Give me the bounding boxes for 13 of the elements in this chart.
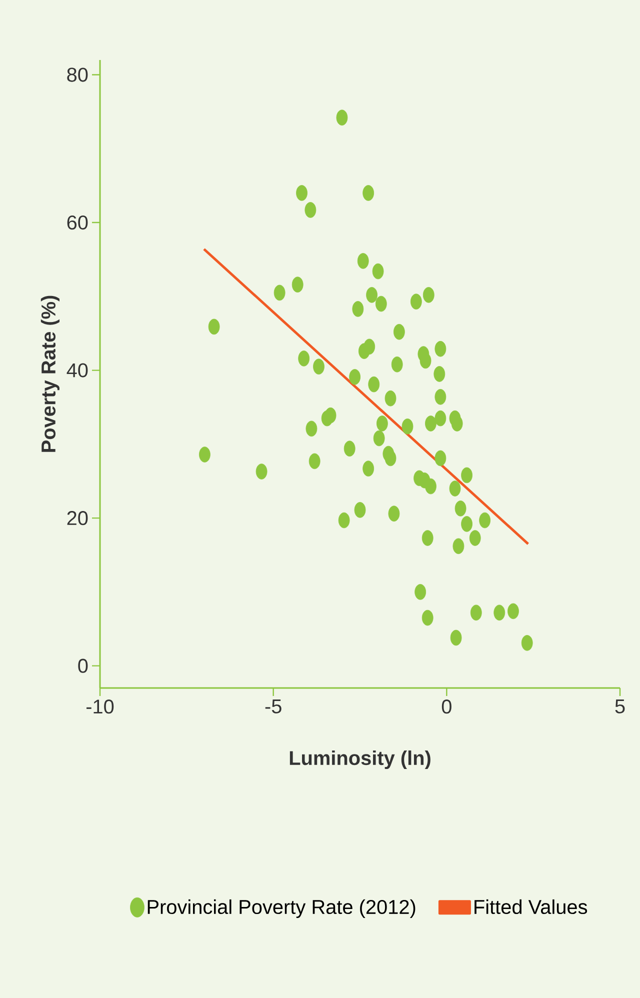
y-tick-label: 20: [67, 511, 88, 526]
y-tick-label: 0: [78, 658, 88, 673]
y-tick-label: 60: [67, 215, 88, 230]
y-tick-label: 80: [67, 68, 88, 82]
legend-label: Provincial Poverty Rate (2012): [148, 899, 416, 918]
x-tick-label: -5: [265, 700, 282, 714]
x-tick-label: 5: [615, 700, 625, 714]
legend-label: Fitted Values: [474, 899, 588, 914]
x-tick-label: -10: [86, 700, 114, 714]
y-axis-title: Poverty Rate (%): [40, 296, 60, 452]
x-axis-title: Luminosity (ln): [290, 750, 430, 770]
y-tick-label: 40: [66, 363, 88, 378]
x-tick-label: 0: [442, 700, 452, 714]
